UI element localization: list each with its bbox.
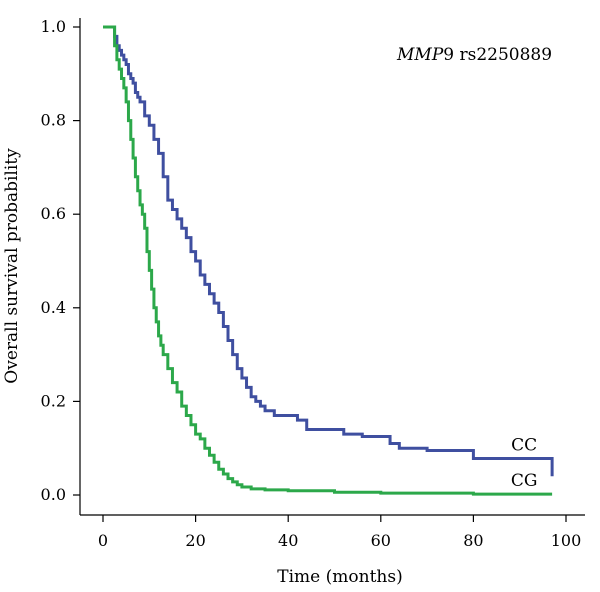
y-ticks: 0.0 0.2 0.4 0.6 0.8 1.0 [41, 17, 80, 504]
y-tick-label: 0.8 [41, 111, 66, 130]
y-tick-label: 0.2 [41, 391, 66, 410]
series-label-cc: CC [511, 435, 537, 455]
y-tick-label: 0.6 [41, 204, 66, 223]
x-tick-label: 20 [185, 531, 205, 550]
y-axis-title: Overall survival probability [2, 148, 22, 384]
x-ticks: 0 20 40 60 80 100 [98, 515, 581, 550]
x-tick-label: 40 [278, 531, 298, 550]
series-label-cg: CG [511, 471, 538, 491]
annotation-italic: MMP [396, 45, 444, 65]
series-line-cg [103, 25, 553, 496]
series-line-cc [103, 25, 554, 477]
x-tick-label: 100 [551, 531, 582, 550]
y-tick-label: 0.0 [41, 485, 66, 504]
x-tick-label: 60 [371, 531, 391, 550]
series-labels: CC CG [511, 435, 538, 491]
x-tick-label: 0 [98, 531, 108, 550]
x-tick-label: 80 [463, 531, 483, 550]
y-tick-label: 1.0 [41, 17, 66, 36]
plot-area: 0 20 40 60 80 100 0.0 0.2 0.4 0.6 0.8 1.0 CC CG [41, 17, 585, 550]
chart-annotation: MMP9 rs2250889 [396, 45, 552, 65]
x-axis-title: Time (months) [277, 567, 402, 587]
curves [103, 25, 554, 496]
annotation-rest: 9 rs2250889 [443, 45, 552, 65]
y-tick-label: 0.4 [41, 298, 66, 317]
